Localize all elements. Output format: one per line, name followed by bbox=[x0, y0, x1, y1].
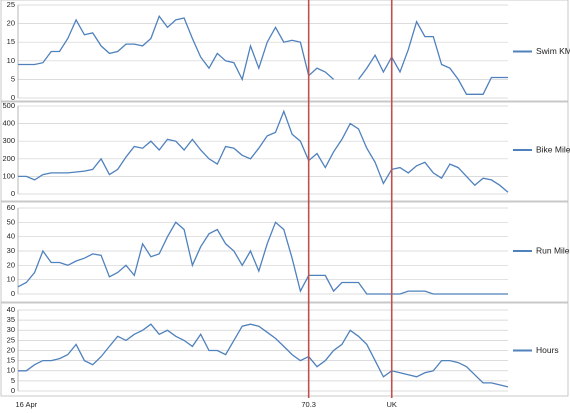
x-tick-label: 16 Apr bbox=[15, 400, 37, 409]
y-tick-label: 0 bbox=[11, 189, 15, 198]
y-tick-label: 5 bbox=[11, 376, 15, 385]
y-tick-label: 300 bbox=[2, 136, 15, 145]
x-tick-label: 70.3 bbox=[301, 400, 316, 409]
y-tick-label: 0 bbox=[11, 386, 15, 395]
y-tick-label: 10 bbox=[7, 366, 15, 375]
legend-label: Run Miles bbox=[536, 245, 570, 255]
data-line bbox=[17, 221, 508, 295]
y-tick-label: 400 bbox=[2, 119, 15, 128]
y-tick-label: 0 bbox=[11, 93, 15, 102]
y-tick-label: 25 bbox=[7, 335, 15, 344]
panel-frame bbox=[0, 101, 569, 202]
y-tick-label: 500 bbox=[2, 101, 15, 110]
panel-frame bbox=[0, 302, 569, 397]
y-tick-label: 10 bbox=[7, 56, 15, 65]
data-line bbox=[18, 109, 509, 193]
y-tick-label: 15 bbox=[7, 37, 15, 46]
panel-frame bbox=[0, 0, 569, 102]
y-tick-label: 30 bbox=[7, 325, 15, 334]
y-tick-label: 20 bbox=[7, 19, 15, 28]
panel-frame bbox=[0, 201, 569, 303]
y-tick-label: 0 bbox=[11, 289, 15, 298]
y-tick-label: 20 bbox=[7, 345, 15, 354]
x-tick-label: UK bbox=[387, 400, 397, 409]
y-tick-label: 10 bbox=[7, 275, 15, 284]
y-tick-label: 25 bbox=[7, 0, 15, 9]
y-tick-label: 15 bbox=[7, 356, 15, 365]
legend-label: Bike Miles bbox=[536, 144, 570, 154]
legend-label: Hours bbox=[536, 345, 559, 355]
data-line bbox=[18, 323, 509, 388]
y-tick-label: 30 bbox=[7, 246, 15, 255]
y-tick-label: 40 bbox=[7, 305, 15, 314]
data-line bbox=[18, 14, 508, 95]
y-tick-label: 60 bbox=[7, 203, 15, 212]
y-tick-label: 5 bbox=[11, 74, 15, 83]
y-tick-label: 100 bbox=[2, 171, 15, 180]
y-tick-label: 35 bbox=[7, 315, 15, 324]
legend-label: Swim KM bbox=[536, 46, 570, 56]
y-tick-label: 200 bbox=[2, 154, 15, 163]
y-tick-label: 40 bbox=[7, 232, 15, 241]
y-tick-label: 20 bbox=[7, 260, 15, 269]
y-tick-label: 50 bbox=[7, 217, 15, 226]
